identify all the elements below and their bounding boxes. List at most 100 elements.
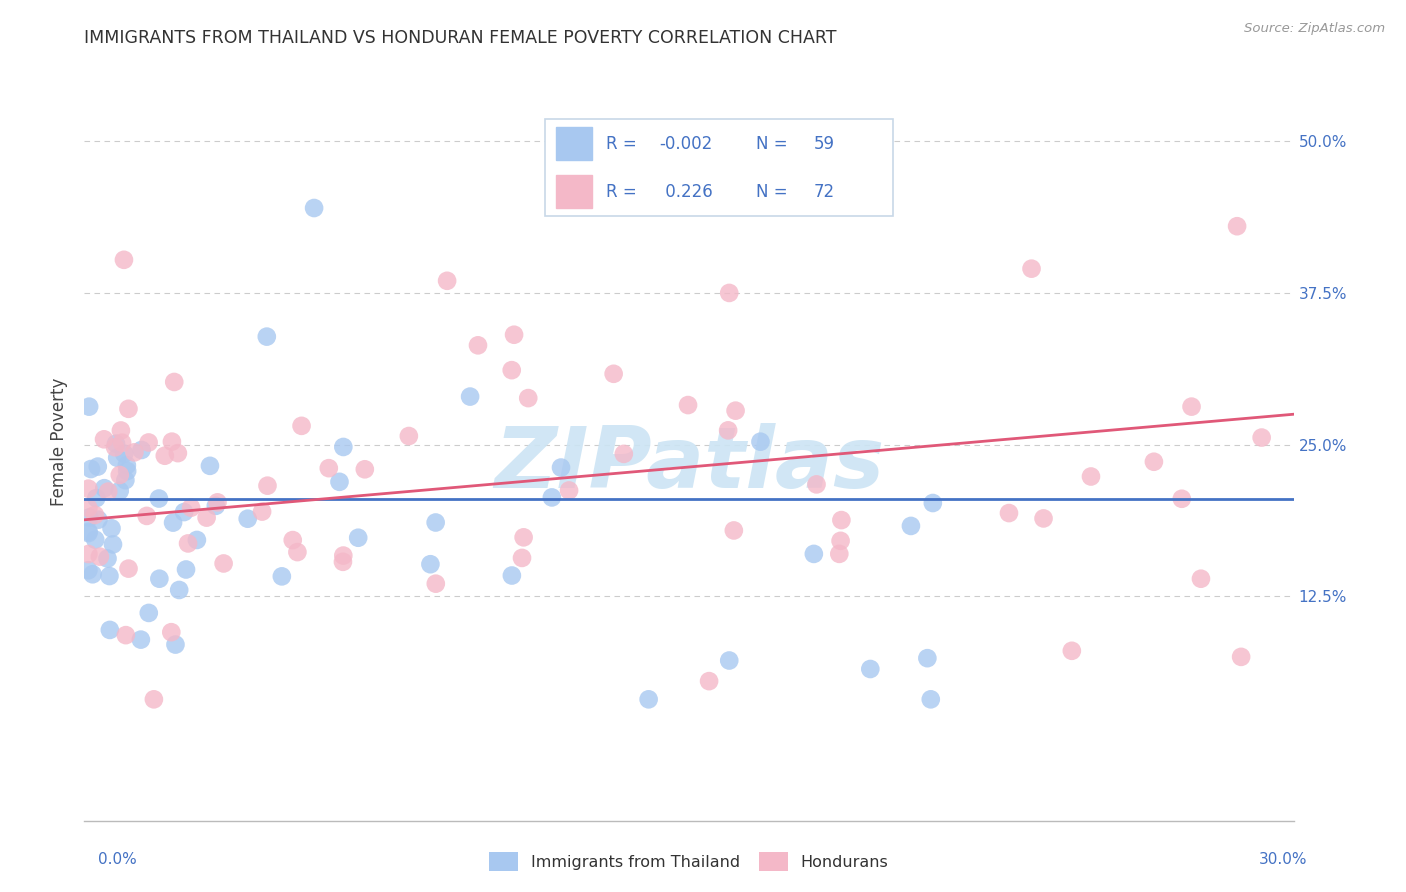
Point: [111, 435, 134, 450]
Point: [332, 549, 354, 563]
Point: [142, 692, 165, 706]
Point: [921, 496, 943, 510]
Point: [93, 481, 115, 495]
Point: [287, 545, 309, 559]
Text: Source: ZipAtlas.com: Source: ZipAtlas.com: [1244, 22, 1385, 36]
Legend: Immigrants from Thailand, Hondurans: Immigrants from Thailand, Hondurans: [484, 846, 894, 877]
Point: [177, 536, 200, 550]
Text: 30.0%: 30.0%: [1260, 852, 1308, 867]
Point: [180, 500, 202, 515]
Point: [114, 473, 136, 487]
Point: [138, 435, 160, 450]
Point: [105, 450, 128, 465]
Point: [398, 429, 420, 443]
Point: [1032, 511, 1054, 525]
Point: [195, 510, 218, 524]
Point: [165, 638, 187, 652]
Point: [124, 445, 146, 459]
Point: [80, 462, 103, 476]
Point: [558, 483, 581, 498]
Text: 0.226: 0.226: [659, 183, 713, 201]
Point: [93, 432, 115, 446]
Point: [467, 338, 489, 352]
Point: [86, 491, 108, 505]
Point: [501, 363, 523, 377]
Text: N =: N =: [756, 183, 793, 201]
Y-axis label: Female Poverty: Female Poverty: [51, 377, 69, 506]
Point: [84, 508, 107, 522]
Point: [160, 625, 183, 640]
Point: [419, 558, 441, 572]
Point: [510, 550, 533, 565]
Point: [87, 459, 110, 474]
Point: [718, 285, 741, 300]
FancyBboxPatch shape: [546, 119, 893, 217]
Point: [138, 606, 160, 620]
Point: [198, 458, 221, 473]
Point: [332, 555, 354, 569]
Text: -0.002: -0.002: [659, 135, 713, 153]
Point: [1226, 219, 1249, 234]
Point: [84, 533, 107, 547]
Point: [998, 506, 1021, 520]
Point: [117, 401, 139, 416]
Point: [353, 462, 375, 476]
Point: [115, 458, 138, 473]
Point: [104, 436, 127, 450]
Point: [503, 327, 526, 342]
Point: [318, 461, 340, 475]
Point: [347, 531, 370, 545]
Text: ZIPatlas: ZIPatlas: [494, 423, 884, 506]
Point: [115, 464, 138, 478]
Text: IMMIGRANTS FROM THAILAND VS HONDURAN FEMALE POVERTY CORRELATION CHART: IMMIGRANTS FROM THAILAND VS HONDURAN FEM…: [84, 29, 837, 47]
Point: [153, 449, 176, 463]
Text: 59: 59: [814, 135, 835, 153]
Point: [1021, 261, 1043, 276]
Point: [108, 483, 131, 498]
Point: [425, 516, 447, 530]
Point: [501, 568, 523, 582]
Point: [920, 692, 942, 706]
Point: [723, 524, 745, 538]
Text: R =: R =: [606, 183, 643, 201]
Point: [1189, 572, 1212, 586]
Point: [749, 434, 772, 449]
Text: 72: 72: [814, 183, 835, 201]
Point: [89, 549, 111, 564]
Point: [205, 499, 228, 513]
Point: [104, 440, 127, 454]
Point: [236, 512, 259, 526]
Point: [77, 526, 100, 541]
Point: [148, 491, 170, 506]
Point: [167, 446, 190, 460]
Point: [112, 447, 135, 461]
Point: [167, 582, 190, 597]
Point: [173, 505, 195, 519]
Point: [830, 533, 852, 548]
Point: [82, 567, 104, 582]
Point: [117, 561, 139, 575]
Point: [550, 460, 572, 475]
Point: [803, 547, 825, 561]
Point: [900, 519, 922, 533]
Point: [77, 482, 100, 496]
Point: [212, 557, 235, 571]
Point: [131, 442, 153, 457]
Point: [79, 510, 101, 524]
Point: [613, 447, 636, 461]
Point: [97, 484, 120, 499]
Point: [1143, 455, 1166, 469]
Point: [101, 537, 124, 551]
Point: [96, 551, 118, 566]
Point: [256, 329, 278, 343]
Point: [256, 478, 278, 492]
Point: [77, 547, 100, 561]
Point: [77, 500, 100, 515]
Point: [328, 475, 350, 489]
Point: [281, 533, 304, 547]
Point: [77, 563, 100, 577]
Point: [830, 513, 852, 527]
Point: [135, 508, 157, 523]
Point: [290, 418, 312, 433]
Point: [458, 390, 481, 404]
